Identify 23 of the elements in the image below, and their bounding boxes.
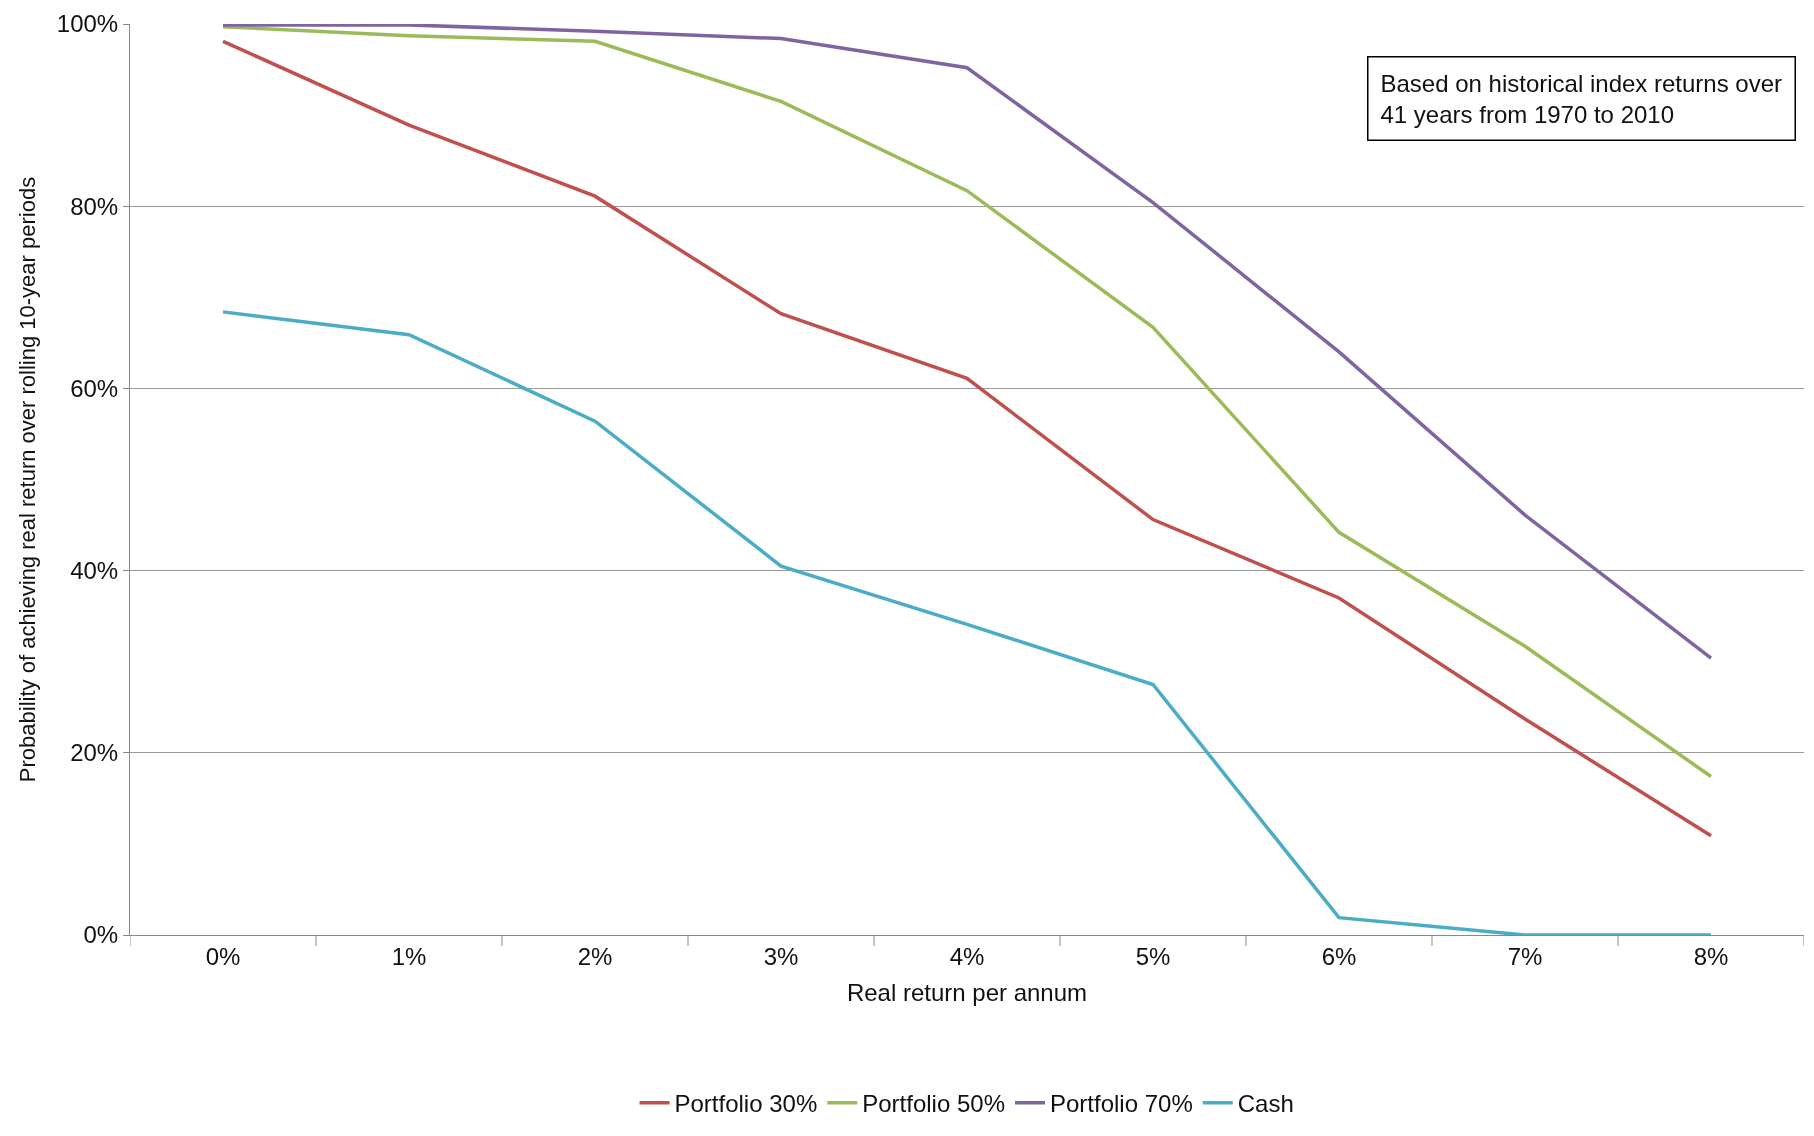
x-tick-label: 8% — [1693, 942, 1729, 970]
y-tick-label: 20% — [70, 739, 119, 767]
legend-label: Portfolio 50% — [862, 1090, 1005, 1118]
x-tick-label: 6% — [1321, 942, 1357, 970]
x-tick-label: 7% — [1507, 942, 1543, 970]
legend-label: Portfolio 70% — [1050, 1090, 1193, 1118]
x-tick-label: 3% — [763, 942, 799, 970]
y-tick-label: 0% — [83, 921, 119, 949]
legend-label: Portfolio 30% — [674, 1090, 818, 1118]
x-tick-label: 0% — [205, 942, 241, 970]
y-tick-label: 80% — [70, 192, 119, 220]
x-tick-label: 1% — [391, 942, 427, 970]
line-series — [221, 310, 1713, 935]
y-tick-label: 40% — [70, 557, 119, 584]
x-tick-label: 5% — [1135, 942, 1171, 970]
annotation: Based on historical index returns over 41 years from 1970 to 2010 — [1380, 69, 1783, 128]
y-tick-label: 100% — [56, 10, 119, 38]
y-axis-title: Probability of achieving real return over rolling 10-year periods — [14, 176, 40, 783]
x-axis-title: Real return per annum — [846, 979, 1088, 1007]
y-tick-label: 60% — [70, 374, 119, 402]
x-tick-label: 4% — [949, 942, 985, 970]
legend-label: Cash — [1237, 1090, 1294, 1118]
x-tick-label: 2% — [577, 942, 613, 970]
